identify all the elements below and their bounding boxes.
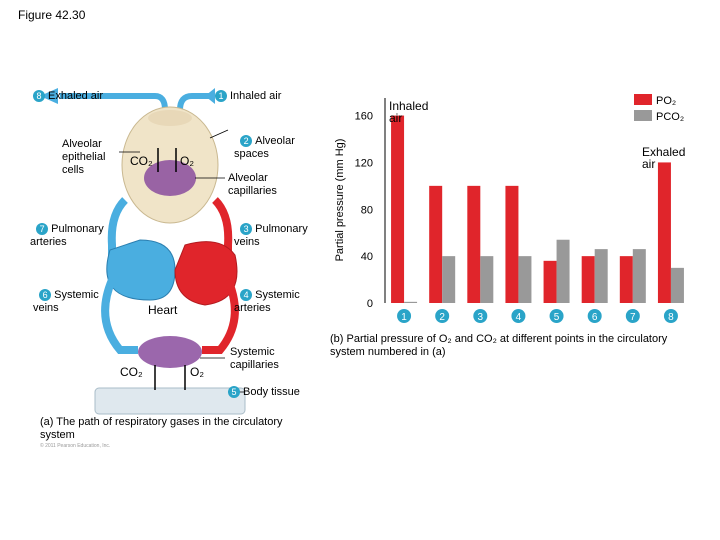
x-tick-label: 3 <box>478 312 484 323</box>
bar-po2-3 <box>467 185 481 303</box>
bar-pco2-7 <box>632 249 646 303</box>
pulmonary-artery-vessel <box>107 197 128 260</box>
step-number-4: 4 <box>240 289 253 302</box>
bar-po2-2 <box>429 185 443 303</box>
legend-swatch <box>634 110 652 121</box>
annotation-inhaled: air <box>389 111 402 125</box>
annotation-inhaled: Inhaled <box>389 99 428 113</box>
x-tick-label: 4 <box>516 312 522 323</box>
category-badge <box>663 309 678 323</box>
y-tick-label: 160 <box>355 111 373 123</box>
x-tick-label: 5 <box>554 312 560 323</box>
y-axis-label: Partial pressure (mm Hg) <box>334 139 346 262</box>
bar-po2-7 <box>619 256 633 303</box>
legend-swatch <box>634 94 652 105</box>
bar-po2-1 <box>391 115 405 303</box>
category-badge <box>511 309 526 323</box>
caption-panel-a: (a) The path of respiratory gases in the… <box>40 416 283 441</box>
category-badge <box>397 309 412 323</box>
label-alveolar-spaces: 2 Alveolar spaces <box>234 135 295 160</box>
copyright-text: © 2011 Pearson Education, Inc. <box>40 443 111 449</box>
label-body-tissue: 5 Body tissue <box>228 386 300 399</box>
inhaled-arrow-icon <box>205 88 215 104</box>
label-co2-top: CO₂ <box>130 154 153 168</box>
step-number-5: 5 <box>228 386 240 399</box>
alveolus-top <box>148 110 192 126</box>
bar-po2-5 <box>543 260 557 303</box>
systemic-artery-vessel <box>202 278 239 354</box>
bar-po2-8 <box>657 162 671 303</box>
x-tick-label: 8 <box>668 312 674 323</box>
label-alveolar-epithelial: Alveolar epithelial cells <box>62 138 106 176</box>
caption-panel-b: (b) Partial pressure of O₂ and CO₂ at di… <box>330 333 668 358</box>
bar-pco2-6 <box>594 249 608 303</box>
exhaled-arrow-icon <box>40 88 58 104</box>
y-tick-label: 0 <box>367 298 373 310</box>
bar-pco2-2 <box>442 256 456 303</box>
label-pulmonary-veins: 3 Pulmonary veins <box>234 223 308 248</box>
label-systemic-capillaries: Systemic capillaries <box>230 346 279 371</box>
x-tick-label: 7 <box>630 312 636 323</box>
step-number-7: 7 <box>36 223 49 236</box>
category-badge <box>587 309 602 323</box>
label-alveolar-capillaries: Alveolar capillaries <box>228 172 277 197</box>
label-systemic-arteries: 4 Systemic arteries <box>234 289 300 314</box>
step-number-2: 2 <box>240 135 253 148</box>
bar-po2-6 <box>581 256 595 303</box>
label-co2-bottom: CO₂ <box>120 365 143 379</box>
systemic-capillary-net <box>138 336 202 368</box>
alveolar-capillary-net <box>144 160 196 196</box>
category-badge <box>473 309 488 323</box>
pulmonary-vein-vessel <box>212 197 233 260</box>
label-inhaled-air: 1 Inhaled air <box>215 90 281 103</box>
label-heart: Heart <box>148 303 178 317</box>
category-badge <box>435 309 450 323</box>
bar-pco2-1 <box>404 301 418 303</box>
y-tick-label: 80 <box>361 204 373 216</box>
annotation-exhaled: air <box>642 157 655 171</box>
label-o2-top: O₂ <box>180 154 194 168</box>
step-number-8: 8 <box>33 90 45 103</box>
x-tick-label: 2 <box>439 312 445 323</box>
label-exhaled-air: 8 Exhaled air <box>33 90 103 103</box>
bar-pco2-3 <box>480 256 494 303</box>
y-tick-label: 40 <box>361 251 373 263</box>
step-number-6: 6 <box>39 289 52 302</box>
legend-label: PO₂ <box>656 95 676 107</box>
bar-pco2-4 <box>518 256 532 303</box>
x-tick-label: 1 <box>401 312 407 323</box>
step-number-3: 3 <box>240 223 253 236</box>
category-badge <box>549 309 564 323</box>
label-o2-bottom: O₂ <box>190 365 204 379</box>
bar-po2-4 <box>505 185 519 303</box>
annotation-exhaled: Exhaled <box>642 145 685 159</box>
figure-title: Figure 42.30 <box>18 8 86 22</box>
bar-pco2-8 <box>670 267 684 303</box>
systemic-vein-vessel <box>101 278 138 354</box>
bar-pco2-5 <box>556 239 570 303</box>
y-tick-label: 120 <box>355 157 373 169</box>
x-tick-label: 6 <box>592 312 598 323</box>
category-badge <box>625 309 640 323</box>
body-tissue-shape <box>94 387 246 415</box>
step-number-1: 1 <box>215 90 227 103</box>
label-pulmonary-arteries: 7 Pulmonary arteries <box>30 223 104 248</box>
label-systemic-veins: 6 Systemic veins <box>33 289 99 314</box>
legend-label: PCO₂ <box>656 111 684 123</box>
